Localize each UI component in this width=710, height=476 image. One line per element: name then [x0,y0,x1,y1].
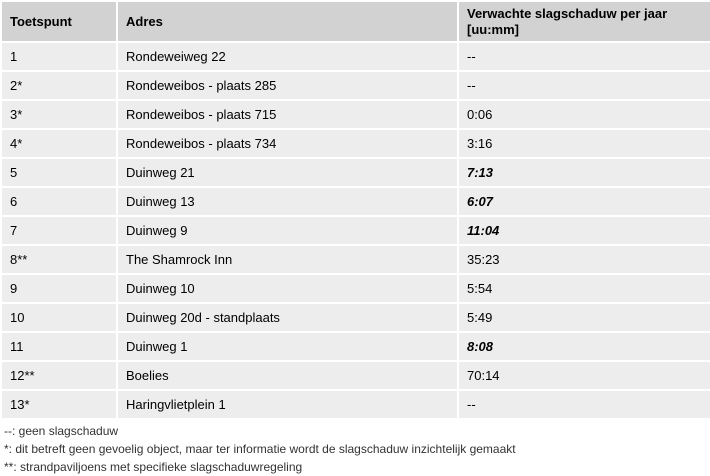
cell-adres: Haringvlietplein 1 [118,391,459,420]
header-verwachte-slagschaduw: Verwachte slagschaduw per jaar [uu:mm] [459,2,710,43]
cell-adres: Boelies [118,362,459,391]
header-toetspunt: Toetspunt [2,2,118,43]
cell-adres: Rondeweibos - plaats 715 [118,101,459,130]
cell-shadow: 5:54 [459,275,710,304]
footnote-no-shadow: --: geen slagschaduw [4,424,119,438]
cell-adres: Rondeweibos - plaats 734 [118,130,459,159]
cell-shadow: -- [459,391,710,420]
footnotes: --: geen slagschaduw *: dit betreft geen… [4,422,708,476]
cell-adres: Rondeweiweg 22 [118,43,459,72]
cell-toetspunt: 7 [2,217,118,246]
table-row: 2* Rondeweibos - plaats 285 -- [2,72,710,101]
table-row: 5 Duinweg 21 7:13 [2,159,710,188]
cell-shadow-emphasized: 11:04 [459,217,710,246]
cell-adres: The Shamrock Inn [118,246,459,275]
cell-shadow-emphasized: 8:08 [459,333,710,362]
cell-shadow: 70:14 [459,362,710,391]
cell-toetspunt: 1 [2,43,118,72]
table-row: 7 Duinweg 9 11:04 [2,217,710,246]
cell-adres: Duinweg 20d - standplaats [118,304,459,333]
table-row: 4* Rondeweibos - plaats 734 3:16 [2,130,710,159]
cell-toetspunt: 4* [2,130,118,159]
cell-shadow: 3:16 [459,130,710,159]
header-adres: Adres [118,2,459,43]
cell-shadow: 5:49 [459,304,710,333]
cell-toetspunt: 3* [2,101,118,130]
cell-toetspunt: 6 [2,188,118,217]
footnote-double-star: **: strandpaviljoens met specifieke slag… [4,460,303,474]
cell-shadow: 0:06 [459,101,710,130]
cell-toetspunt: 10 [2,304,118,333]
table-row: 12** Boelies 70:14 [2,362,710,391]
cell-toetspunt: 12** [2,362,118,391]
table-row: 8** The Shamrock Inn 35:23 [2,246,710,275]
table-header-row: Toetspunt Adres Verwachte slagschaduw pe… [2,2,710,43]
table-row: 3* Rondeweibos - plaats 715 0:06 [2,101,710,130]
table-row: 10 Duinweg 20d - standplaats 5:49 [2,304,710,333]
header-shadow-line2: [uu:mm] [467,21,519,37]
header-shadow-line1: Verwachte slagschaduw per jaar [467,5,668,21]
cell-shadow: -- [459,72,710,101]
table-row: 13* Haringvlietplein 1 -- [2,391,710,420]
cell-toetspunt: 13* [2,391,118,420]
cell-toetspunt: 5 [2,159,118,188]
cell-shadow: 35:23 [459,246,710,275]
cell-adres: Duinweg 10 [118,275,459,304]
table-row: 1 Rondeweiweg 22 -- [2,43,710,72]
cell-shadow-emphasized: 7:13 [459,159,710,188]
cell-shadow-emphasized: 6:07 [459,188,710,217]
cell-toetspunt: 11 [2,333,118,362]
footnote-single-star: *: dit betreft geen gevoelig object, maa… [4,442,516,456]
table-row: 9 Duinweg 10 5:54 [2,275,710,304]
cell-toetspunt: 9 [2,275,118,304]
table-row: 11 Duinweg 1 8:08 [2,333,710,362]
cell-adres: Rondeweibos - plaats 285 [118,72,459,101]
cell-shadow: -- [459,43,710,72]
cell-adres: Duinweg 1 [118,333,459,362]
cell-adres: Duinweg 21 [118,159,459,188]
cell-adres: Duinweg 9 [118,217,459,246]
table-row: 6 Duinweg 13 6:07 [2,188,710,217]
shadow-flicker-table: Toetspunt Adres Verwachte slagschaduw pe… [2,2,710,420]
cell-toetspunt: 2* [2,72,118,101]
cell-adres: Duinweg 13 [118,188,459,217]
cell-toetspunt: 8** [2,246,118,275]
